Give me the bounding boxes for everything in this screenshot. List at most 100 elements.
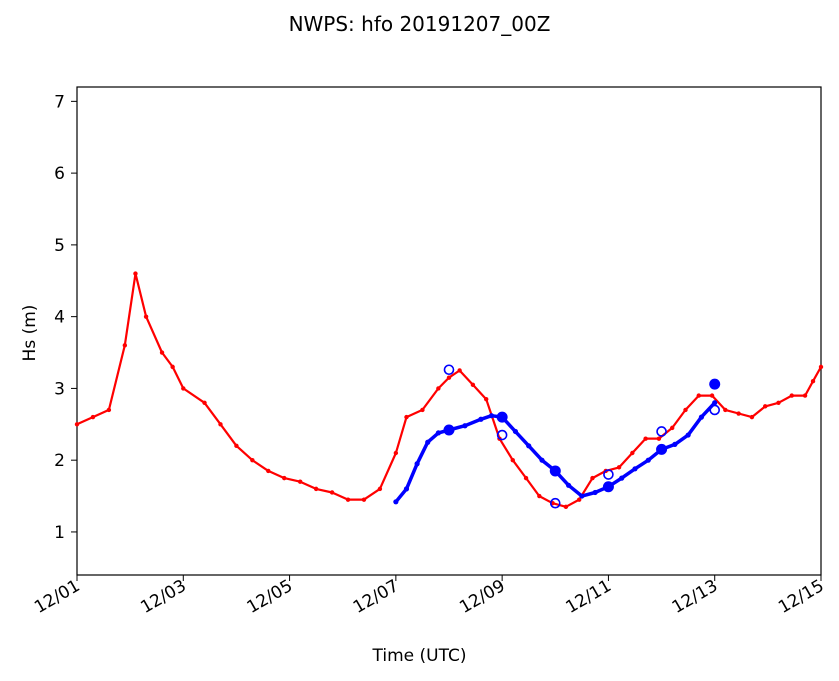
model-highlight-point [656, 443, 668, 455]
observed-data-point [90, 414, 96, 420]
model-data-point [645, 457, 651, 463]
observed-data-point [763, 404, 768, 409]
model-open-point [709, 404, 721, 416]
model-data-point [478, 416, 484, 422]
observed-data-point [577, 497, 582, 502]
model-data-point [526, 443, 532, 449]
observed-data-point [266, 468, 271, 474]
observed-data-point [393, 450, 399, 456]
x-tick-label: 12/07 [350, 576, 402, 618]
observed-data-point [563, 504, 569, 510]
observed-data-point [643, 436, 648, 441]
y-tick-label: 7 [54, 92, 65, 112]
observed-data-point [696, 393, 701, 398]
observed-data-point [683, 407, 688, 413]
x-tick-label: 12/05 [244, 576, 296, 618]
observed-data-point [656, 436, 662, 441]
observed-data-point [170, 364, 175, 370]
x-axis-label: Time (UTC) [372, 646, 467, 666]
observed-data-point [404, 414, 409, 420]
observed-data-point [470, 382, 476, 388]
observed-data-point [159, 350, 165, 355]
model-data-point [685, 432, 691, 438]
observed-data-point [818, 364, 824, 370]
observed-data-point [709, 393, 715, 398]
chart-title: NWPS: hfo 20191207_00Z [288, 12, 551, 36]
model-data-point [488, 413, 495, 419]
observed-data-point [436, 386, 441, 391]
observed-data-point [329, 490, 335, 495]
observed-data-point [446, 375, 452, 380]
observed-data-point [590, 475, 595, 481]
model-data-point [462, 423, 468, 429]
model-data-point [512, 428, 519, 435]
observed-data-point [133, 271, 138, 276]
model-data-point [619, 475, 625, 481]
observed-data-point [345, 497, 351, 502]
x-tick-label: 12/15 [775, 576, 827, 618]
y-tick-label: 4 [54, 308, 65, 328]
observed-data-point [202, 400, 207, 405]
model-open-point [443, 364, 455, 376]
observed-data-point [313, 486, 319, 492]
observed-data-point [736, 411, 741, 416]
model-highlight-point [496, 411, 508, 423]
model-open-point [549, 497, 561, 509]
model-data-point [539, 457, 545, 463]
model-data-point [565, 482, 572, 488]
model-open-point [496, 429, 508, 441]
model-data-point [632, 466, 638, 472]
x-tick-label: 12/09 [456, 576, 508, 618]
observed-data-point [510, 457, 515, 463]
model-series-line [394, 401, 716, 503]
observed-data-point [457, 368, 462, 373]
y-tick-label: 3 [54, 379, 65, 399]
observed-data-point [749, 414, 755, 420]
observed-data-point [298, 479, 303, 484]
x-tick-label: 12/11 [562, 576, 614, 618]
observed-data-point [723, 407, 728, 413]
x-tick-label: 12/01 [31, 576, 83, 618]
observed-data-point [250, 457, 255, 463]
model-data-point [712, 400, 718, 406]
observed-data-point [122, 343, 128, 348]
model-data-point [425, 439, 431, 445]
model-data-point [579, 493, 585, 499]
y-tick-label: 2 [54, 451, 65, 471]
observed-data-point [181, 386, 186, 391]
y-tick-label: 5 [54, 236, 65, 256]
observed-data-point [420, 407, 425, 413]
observed-data-point [789, 393, 794, 398]
observed-data-point [484, 396, 489, 402]
observed-data-point [776, 400, 781, 405]
model-highlight-point [443, 424, 455, 436]
model-data-point [393, 499, 399, 505]
model-data-point [403, 486, 410, 492]
model-open-point [656, 426, 667, 437]
model-highlight-point [709, 378, 721, 390]
observed-data-point [74, 422, 80, 427]
plot-frame [76, 86, 822, 576]
observed-data-point [802, 393, 808, 398]
observed-data-point [106, 407, 112, 413]
x-tick-label: 12/03 [137, 576, 189, 618]
observed-data-point [377, 486, 383, 492]
observed-data-point [616, 465, 622, 470]
observed-data-point [282, 475, 287, 481]
observed-data-point [523, 475, 529, 481]
y-tick-label: 6 [54, 164, 65, 184]
observed-data-point [234, 443, 239, 449]
observed-data-point [630, 450, 635, 456]
model-highlight-point [549, 465, 561, 477]
model-highlight-point [602, 481, 614, 493]
observed-data-point [361, 497, 367, 502]
model-open-point [603, 469, 614, 480]
observed-data-point [537, 493, 542, 499]
model-data-point [435, 430, 441, 436]
model-data-point [414, 461, 420, 467]
y-tick-label: 1 [54, 523, 65, 543]
observed-series-line [76, 272, 822, 508]
model-data-point [698, 414, 705, 420]
observed-data-point [670, 425, 675, 431]
